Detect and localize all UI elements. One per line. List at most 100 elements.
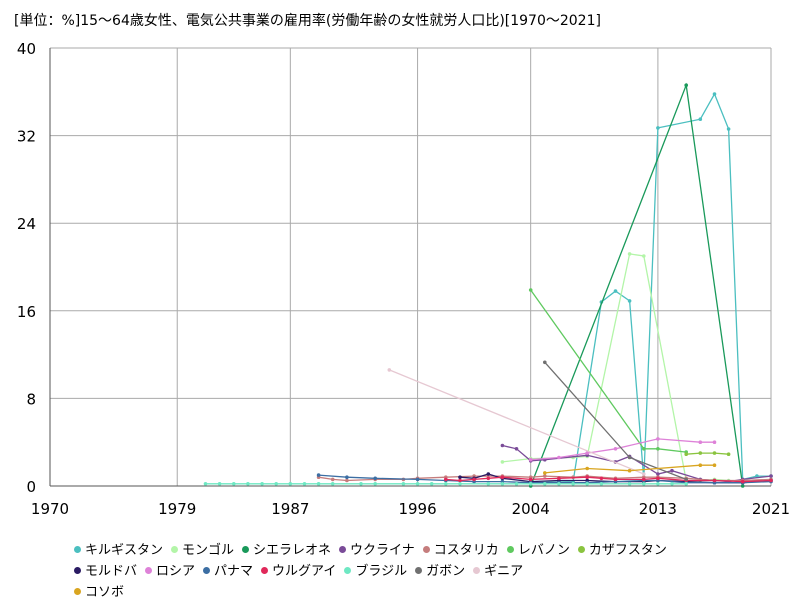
data-point xyxy=(444,477,448,482)
data-point xyxy=(585,451,589,455)
data-point xyxy=(500,443,505,448)
data-point xyxy=(514,447,519,451)
data-point xyxy=(642,447,646,451)
data-point xyxy=(698,463,703,468)
series-line xyxy=(389,369,645,475)
data-point xyxy=(599,482,604,486)
data-point xyxy=(486,476,491,481)
legend-label: ウクライナ xyxy=(350,543,415,558)
data-point xyxy=(613,289,618,293)
data-point xyxy=(373,482,378,486)
data-point xyxy=(712,451,717,455)
y-tick-label: 24 xyxy=(17,215,36,233)
data-point xyxy=(656,437,660,441)
legend-label: キルギスタン xyxy=(85,543,164,558)
data-point xyxy=(712,463,717,468)
x-tick-label: 1987 xyxy=(271,500,309,518)
y-tick-label: 8 xyxy=(26,390,36,408)
legend-marker-icon xyxy=(242,546,250,553)
legend-item: ウクライナ xyxy=(339,540,415,561)
series-6 xyxy=(684,451,731,457)
series-line xyxy=(530,92,771,484)
legend-item: コスタリカ xyxy=(422,540,499,561)
data-point xyxy=(684,482,688,486)
legend-label: カザフスタン xyxy=(588,543,667,558)
data-point xyxy=(359,482,363,486)
data-point xyxy=(345,475,349,480)
data-point xyxy=(642,254,646,258)
legend-item: ウルグアイ xyxy=(261,561,336,582)
data-point xyxy=(203,482,208,486)
legend-label: コスタリカ xyxy=(433,543,499,558)
data-point xyxy=(444,482,448,486)
legend-marker-icon xyxy=(344,567,352,574)
tick-labels: 0 8 16 24 32 40 1970 1979 1987 1996 2004 2013 2021 xyxy=(17,40,790,518)
data-point xyxy=(274,482,279,486)
data-point xyxy=(330,477,335,482)
data-point xyxy=(486,482,491,486)
series-line xyxy=(502,253,729,482)
data-point xyxy=(528,482,533,486)
series-line xyxy=(530,289,687,453)
series-8 xyxy=(528,437,717,462)
legend-item: ガボン xyxy=(415,561,465,582)
data-point xyxy=(627,252,632,256)
legend-marker-icon xyxy=(203,567,211,574)
data-point xyxy=(373,476,378,481)
legend-marker-icon xyxy=(473,567,481,574)
data-point xyxy=(458,475,462,480)
data-point xyxy=(557,476,561,481)
gridlines xyxy=(50,47,772,486)
data-point xyxy=(627,455,632,460)
x-tick-label: 1970 xyxy=(31,500,69,518)
legend-item: パナマ xyxy=(203,561,253,582)
data-point xyxy=(514,482,519,486)
legend-marker-icon xyxy=(261,567,269,574)
data-point xyxy=(316,473,321,477)
data-point xyxy=(260,482,264,486)
legend-label: モンゴル xyxy=(182,543,235,558)
data-point xyxy=(769,474,773,478)
data-point xyxy=(528,288,533,292)
data-point xyxy=(500,482,505,486)
legend-marker-icon xyxy=(74,546,81,553)
legend-item: カザフスタン xyxy=(577,540,667,561)
y-tick-label: 40 xyxy=(17,40,36,58)
data-point xyxy=(330,482,335,486)
legend-label: パナマ xyxy=(214,564,254,579)
legend-item: レバノン xyxy=(506,540,570,561)
legend-marker-icon xyxy=(339,546,347,553)
series-14 xyxy=(543,463,717,475)
legend: キルギスタン モンゴル シエラレオネ ウクライナ コスタリカ レバノン カザフスタン モルドバ… xyxy=(74,540,774,603)
data-point xyxy=(642,477,646,482)
data-point xyxy=(232,482,236,486)
legend-item: コソボ xyxy=(74,582,124,603)
data-point xyxy=(740,479,745,484)
data-point xyxy=(684,452,688,457)
data-point xyxy=(500,475,505,480)
series-2 xyxy=(528,82,745,488)
data-point xyxy=(528,457,533,462)
data-point xyxy=(656,447,660,451)
x-tick-label: 1996 xyxy=(398,500,436,518)
legend-marker-icon xyxy=(145,567,153,574)
data-point xyxy=(316,482,321,486)
y-tick-label: 0 xyxy=(26,478,36,496)
data-point xyxy=(458,482,462,486)
chart-title: [単位：%]15〜64歳女性、電気公共事業の雇用率(労働年齢の女性就労人口比)[… xyxy=(14,13,601,29)
legend-marker-icon xyxy=(171,546,179,553)
data-point xyxy=(627,468,632,473)
legend-item: ギニア xyxy=(473,561,523,582)
data-point xyxy=(613,477,618,482)
data-point xyxy=(698,451,703,455)
legend-label: ウルグアイ xyxy=(272,564,337,579)
data-point xyxy=(543,360,547,365)
data-point xyxy=(740,484,745,488)
data-point xyxy=(585,466,589,471)
data-point xyxy=(415,482,420,486)
y-tick-label: 32 xyxy=(17,128,36,146)
legend-marker-icon xyxy=(577,546,585,553)
series-10 xyxy=(444,475,773,484)
data-point xyxy=(698,117,703,121)
data-point xyxy=(684,83,688,87)
